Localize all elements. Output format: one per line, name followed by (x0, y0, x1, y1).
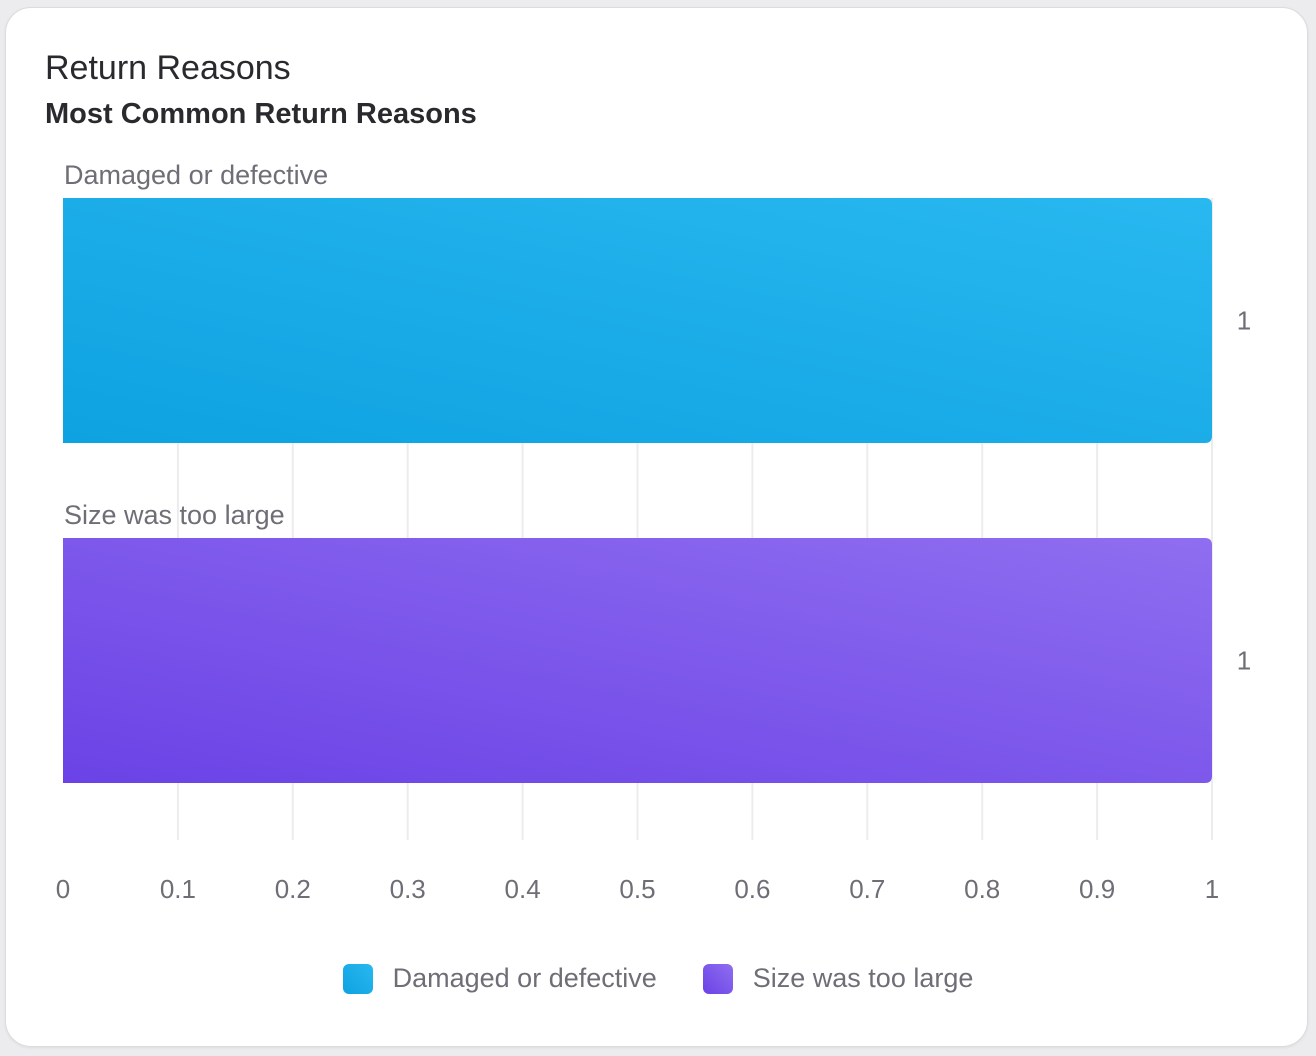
bar[interactable] (63, 538, 1212, 783)
value-label: 1 (1237, 306, 1251, 336)
x-tick-label: 1 (1205, 874, 1219, 904)
value-label: 1 (1237, 646, 1251, 676)
bar[interactable] (63, 198, 1212, 443)
legend-label: Size was too large (752, 963, 974, 993)
legend-swatch (702, 963, 733, 994)
chart-title: Return Reasons (45, 49, 291, 87)
x-tick-label: 0.9 (1079, 874, 1115, 904)
chart-legend: Damaged or defective Size was too large (0, 963, 1316, 994)
x-tick-label: 0.3 (390, 874, 426, 904)
x-tick-label: 0.7 (849, 874, 885, 904)
x-tick-label: 0.8 (964, 874, 1000, 904)
x-tick-label: 0.5 (619, 874, 655, 904)
x-tick-label: 0.4 (505, 874, 541, 904)
legend-item-damaged[interactable]: Damaged or defective (342, 963, 657, 994)
x-tick-label: 0.1 (160, 874, 196, 904)
legend-swatch (342, 963, 373, 994)
x-tick-label: 0.2 (275, 874, 311, 904)
category-label: Damaged or defective (64, 160, 328, 190)
chart-card (5, 7, 1308, 1047)
category-label: Size was too large (64, 500, 285, 530)
labels: 0 0.1 0.2 0.3 0.4 0.5 0.6 0.7 0.8 0.9 1 Damaged or … (56, 160, 1251, 904)
x-tick-label: 0 (56, 874, 70, 904)
legend-label: Damaged or defective (392, 963, 657, 993)
legend-item-size[interactable]: Size was too large (702, 963, 974, 994)
bars (63, 198, 1212, 783)
x-tick-label: 0.6 (734, 874, 770, 904)
chart-subtitle: Most Common Return Reasons (45, 98, 477, 130)
